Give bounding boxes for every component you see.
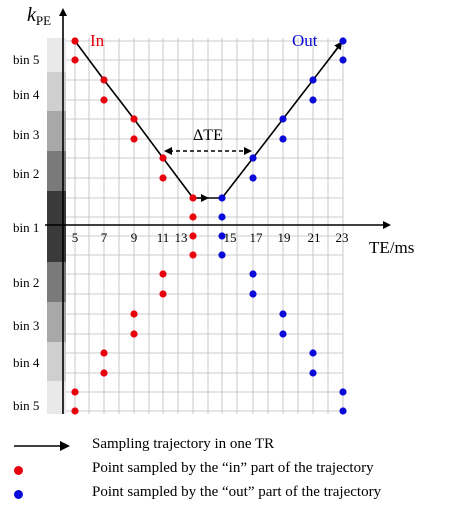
out-point-6 (249, 154, 257, 162)
bin-band-6 (47, 302, 66, 342)
sample-points (71, 37, 347, 415)
out-point-5 (279, 135, 287, 143)
out-label: Out (292, 31, 318, 50)
x-tick-9: 9 (130, 230, 138, 245)
y-axis-title: kPE (27, 4, 52, 28)
in-point-6 (159, 154, 167, 162)
bin-label-lower-4: bin 4 (13, 355, 40, 370)
bin-label-upper-3: bin 3 (13, 127, 40, 142)
out-point-0 (339, 37, 347, 45)
bin-label-lower-5: bin 5 (13, 398, 40, 413)
out-point-8 (218, 194, 226, 202)
in-point-13 (159, 290, 167, 298)
red-dot-icon (14, 466, 23, 475)
x-tick-13: 13 (174, 230, 188, 245)
x-tick-15: 15 (223, 230, 237, 245)
in-point-10 (189, 232, 197, 240)
out-point-15 (279, 330, 287, 338)
in-point-1 (71, 56, 79, 64)
in-point-5 (130, 135, 138, 143)
x-axis-title: TE/ms (369, 238, 415, 257)
x-tick-21: 21 (307, 230, 321, 245)
x-tick-7: 7 (100, 230, 108, 245)
in-point-2 (100, 76, 108, 84)
out-point-18 (339, 388, 347, 396)
in-point-16 (100, 349, 108, 357)
out-point-14 (279, 310, 287, 318)
blue-dot-icon (14, 490, 23, 499)
legend-row-in: Point sampled by the “in” part of the tr… (0, 460, 450, 482)
delta-te-arrow-left (164, 147, 172, 155)
out-point-16 (309, 349, 317, 357)
in-point-15 (130, 330, 138, 338)
bin-label-upper-5: bin 5 (13, 52, 40, 67)
legend-text-out: Point sampled by the “out” part of the t… (92, 484, 382, 500)
in-point-18 (71, 388, 79, 396)
delta-te-label: ΔTE (193, 127, 223, 144)
bin-band-7 (47, 342, 66, 381)
bin-band-3 (47, 151, 66, 191)
in-point-19 (71, 407, 79, 415)
bin-label-upper-2: bin 2 (13, 166, 40, 181)
x-tick-23: 23 (335, 230, 349, 245)
out-point-13 (249, 290, 257, 298)
x-tick-5: 5 (71, 230, 79, 245)
out-point-7 (249, 174, 257, 182)
axes (45, 8, 391, 414)
in-point-3 (100, 96, 108, 104)
in-point-14 (130, 310, 138, 318)
in-point-11 (189, 251, 197, 259)
out-point-11 (218, 251, 226, 259)
trajectory (74, 40, 344, 202)
out-point-17 (309, 369, 317, 377)
legend-text-trajectory: Sampling trajectory in one TR (92, 436, 275, 452)
bin-band-5 (47, 262, 66, 302)
out-point-19 (339, 407, 347, 415)
in-point-12 (159, 270, 167, 278)
in-point-17 (100, 369, 108, 377)
in-point-0 (71, 37, 79, 45)
in-point-9 (189, 213, 197, 221)
trajectory-arrow-end (332, 41, 343, 55)
bin-shading-strip (47, 38, 66, 414)
out-point-10 (218, 232, 226, 240)
bin-label-upper-4: bin 4 (13, 87, 40, 102)
out-point-2 (309, 76, 317, 84)
bin-label-lower-2: bin 2 (13, 275, 40, 290)
legend-text-in: Point sampled by the “in” part of the tr… (92, 460, 374, 476)
in-point-7 (159, 174, 167, 182)
bin-label-upper-1: bin 1 (13, 220, 40, 235)
bin-band-8 (47, 381, 66, 414)
legend-row-trajectory: Sampling trajectory in one TR (0, 436, 450, 458)
x-tick-11: 11 (156, 230, 170, 245)
bin-band-1 (47, 72, 66, 111)
out-point-4 (279, 115, 287, 123)
out-point-1 (339, 56, 347, 64)
bin-band-4 (47, 191, 66, 262)
legend-row-out: Point sampled by the “out” part of the t… (0, 484, 450, 506)
in-point-4 (130, 115, 138, 123)
out-point-9 (218, 213, 226, 221)
bin-band-2 (47, 111, 66, 151)
x-tick-17: 17 (249, 230, 263, 245)
y-axis-label-k: k (27, 4, 36, 26)
in-point-8 (189, 194, 197, 202)
bin-band-0 (47, 38, 66, 72)
x-tick-19: 19 (277, 230, 291, 245)
delta-te-arrow-right (244, 147, 252, 155)
out-point-3 (309, 96, 317, 104)
out-point-12 (249, 270, 257, 278)
bin-label-lower-3: bin 3 (13, 318, 40, 333)
in-label: In (90, 31, 105, 50)
arrow-icon (14, 441, 70, 451)
y-axis-label-sub: PE (35, 13, 52, 28)
